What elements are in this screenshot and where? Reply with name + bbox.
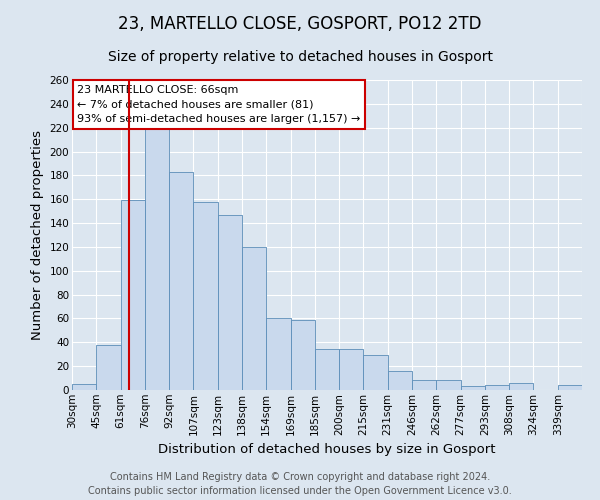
Bar bbox=[339, 350, 364, 390]
Text: Contains HM Land Registry data © Crown copyright and database right 2024.: Contains HM Land Registry data © Crown c… bbox=[110, 472, 490, 482]
Bar bbox=[315, 350, 339, 390]
Bar bbox=[145, 129, 169, 390]
Bar bbox=[72, 384, 96, 390]
Bar bbox=[290, 320, 315, 390]
Bar bbox=[485, 385, 509, 390]
Bar bbox=[509, 383, 533, 390]
Bar bbox=[412, 380, 436, 390]
Bar bbox=[169, 172, 193, 390]
Bar bbox=[266, 318, 290, 390]
Bar bbox=[364, 356, 388, 390]
Bar bbox=[558, 385, 582, 390]
Bar bbox=[193, 202, 218, 390]
Bar bbox=[461, 386, 485, 390]
Bar bbox=[436, 380, 461, 390]
Y-axis label: Number of detached properties: Number of detached properties bbox=[31, 130, 44, 340]
Bar bbox=[242, 247, 266, 390]
X-axis label: Distribution of detached houses by size in Gosport: Distribution of detached houses by size … bbox=[158, 443, 496, 456]
Text: Contains public sector information licensed under the Open Government Licence v3: Contains public sector information licen… bbox=[88, 486, 512, 496]
Bar bbox=[388, 371, 412, 390]
Text: 23 MARTELLO CLOSE: 66sqm
← 7% of detached houses are smaller (81)
93% of semi-de: 23 MARTELLO CLOSE: 66sqm ← 7% of detache… bbox=[77, 84, 361, 124]
Bar bbox=[218, 214, 242, 390]
Bar bbox=[96, 344, 121, 390]
Text: 23, MARTELLO CLOSE, GOSPORT, PO12 2TD: 23, MARTELLO CLOSE, GOSPORT, PO12 2TD bbox=[118, 15, 482, 33]
Bar bbox=[121, 200, 145, 390]
Text: Size of property relative to detached houses in Gosport: Size of property relative to detached ho… bbox=[107, 50, 493, 64]
